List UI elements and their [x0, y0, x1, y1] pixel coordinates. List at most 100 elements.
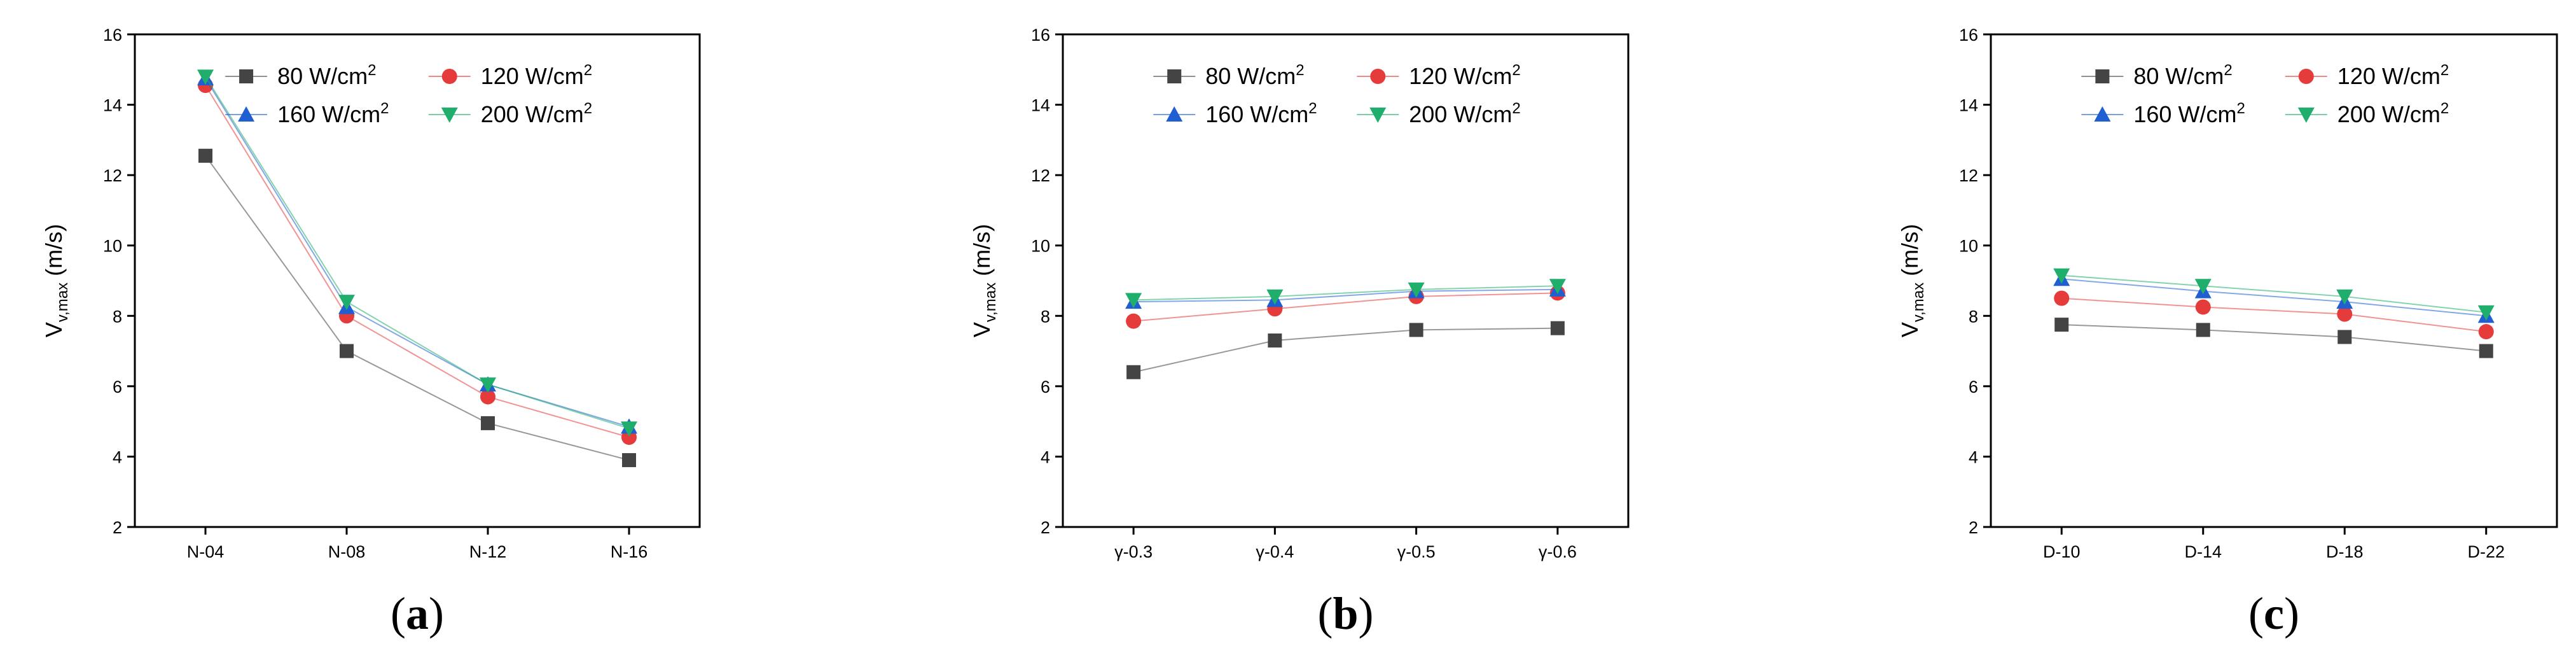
legend-label: 200 W/cm2	[481, 100, 592, 127]
legend-label-text: 160 W/cm	[277, 101, 380, 127]
series-1	[198, 148, 636, 467]
legend-marker	[2297, 108, 2315, 123]
legend-label-superscript: 2	[2441, 100, 2449, 117]
x-tick-label: γ-0.3	[1114, 542, 1153, 561]
panel-label-letter: a	[406, 588, 429, 639]
series-line	[2061, 324, 2486, 352]
data-point	[622, 453, 636, 467]
data-point	[1268, 333, 1282, 348]
legend-label-superscript: 2	[1512, 62, 1520, 79]
y-axis-title-unit: (m/s)	[41, 224, 67, 283]
data-point	[2054, 318, 2069, 332]
panel-label-open: (	[1317, 588, 1333, 639]
data-point	[2477, 305, 2495, 321]
legend-item: 200 W/cm2	[428, 100, 592, 127]
legend-label-superscript: 2	[584, 100, 592, 117]
legend-label-superscript: 2	[1308, 100, 1317, 117]
y-tick-label: 6	[113, 377, 122, 397]
legend-label-superscript: 2	[1512, 100, 1520, 117]
legend-marker	[1369, 108, 1387, 123]
panel-label-close: )	[429, 588, 444, 639]
panel-label: (c)	[2248, 588, 2299, 639]
legend-label-superscript: 2	[584, 62, 592, 79]
y-tick-label: 8	[1041, 307, 1050, 326]
data-point	[2054, 290, 2070, 306]
data-point	[338, 295, 355, 311]
legend-marker	[1167, 69, 1182, 83]
y-tick-label: 16	[1031, 25, 1050, 45]
legend-label-superscript: 2	[2236, 100, 2245, 117]
y-tick-label: 8	[1969, 307, 1978, 326]
legend-item: 120 W/cm2	[2285, 62, 2449, 89]
legend-label: 200 W/cm2	[1409, 100, 1520, 127]
x-tick-label: N-12	[469, 542, 507, 561]
data-point	[1126, 365, 1141, 379]
legend-label: 120 W/cm2	[481, 62, 592, 89]
legend-marker	[239, 69, 254, 83]
series-line	[205, 76, 630, 430]
data-point	[480, 377, 496, 393]
data-point	[1549, 279, 1566, 295]
legend-marker	[441, 69, 457, 84]
series-2	[198, 78, 637, 446]
y-axis-title: Vv,max (m/s)	[1897, 224, 1927, 337]
chart-panel-a: 2 4 6 8 10 12 14 16 N-04 N-08 N-12 N-16 Vv,max (m/s)…	[41, 25, 701, 639]
y-axis-title: Vv,max (m/s)	[969, 224, 999, 337]
y-tick-label: 2	[1041, 518, 1050, 537]
legend-label: 200 W/cm2	[2337, 100, 2449, 127]
legend-label-text: 120 W/cm	[2337, 63, 2441, 89]
y-tick-label: 10	[1031, 237, 1050, 256]
legend-marker	[441, 108, 458, 123]
legend-label: 120 W/cm2	[1409, 62, 1520, 89]
legend-label: 120 W/cm2	[2337, 62, 2449, 89]
data-point	[621, 421, 637, 437]
y-axis-title-main: V	[1897, 322, 1923, 337]
y-tick-label: 4	[1969, 447, 1978, 467]
panel-label-letter: b	[1333, 588, 1358, 639]
data-point	[1408, 282, 1425, 298]
y-tick-label: 6	[1041, 377, 1050, 397]
y-tick-label: 16	[1959, 25, 1978, 45]
series-4	[197, 69, 637, 437]
data-point	[480, 389, 495, 405]
series-4	[1125, 279, 1566, 309]
legend-label-superscript: 2	[368, 62, 376, 79]
y-axis-title-subscript: v,max	[982, 283, 999, 322]
legend-item: 160 W/cm2	[2081, 100, 2245, 127]
series-line	[1133, 292, 1558, 322]
legend-label-text: 200 W/cm	[1409, 101, 1512, 127]
panel-label-open: (	[2248, 588, 2264, 639]
legend-item: 160 W/cm2	[225, 100, 389, 127]
series-2	[2054, 290, 2494, 340]
y-axis-title-main: V	[41, 322, 67, 337]
data-point	[1266, 289, 1284, 305]
y-axis-title: Vv,max (m/s)	[41, 224, 71, 337]
y-tick-label: 2	[1969, 518, 1978, 537]
series-line	[2061, 274, 2486, 313]
x-tick-label: γ-0.5	[1397, 542, 1436, 561]
data-point	[2195, 299, 2211, 315]
x-tick-label: N-16	[611, 542, 648, 561]
chart-panel-b: 2 4 6 8 10 12 14 16 γ-0.3 γ-0.4 γ-0.5 γ-0.6 Vv,max (…	[969, 25, 1630, 639]
legend-label: 160 W/cm2	[1205, 100, 1317, 127]
y-tick-label: 12	[1959, 166, 1978, 185]
panel-label-letter: c	[2264, 588, 2284, 639]
data-point	[481, 416, 495, 430]
panel-label-close: )	[1359, 588, 1374, 639]
y-tick-label: 12	[1031, 166, 1050, 185]
legend-item: 200 W/cm2	[2285, 100, 2449, 127]
data-point	[340, 344, 354, 358]
legend-marker	[2094, 106, 2111, 122]
x-tick-label: D-18	[2326, 542, 2364, 561]
y-axis-title-subscript: v,max	[54, 283, 71, 322]
chart-panel-c: 2 4 6 8 10 12 14 16 D-10 D-14 D-18 D-22 Vv,max (m/s)…	[1897, 25, 2558, 639]
series-line	[205, 78, 630, 428]
legend-item: 80 W/cm2	[2081, 62, 2233, 89]
legend-marker	[2095, 69, 2110, 83]
x-tick-label: D-14	[2184, 542, 2222, 561]
y-axis-title-main: V	[969, 322, 995, 337]
y-tick-label: 14	[1959, 96, 1978, 115]
data-point	[2337, 330, 2352, 344]
series-3	[2053, 270, 2495, 323]
